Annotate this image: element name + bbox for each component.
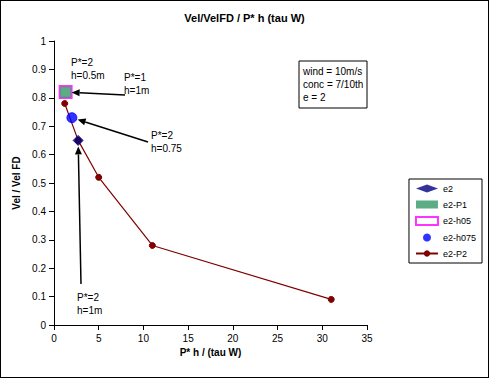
svg-text:h=0.5m: h=0.5m [71,70,105,81]
svg-text:10: 10 [138,333,150,344]
svg-text:25: 25 [272,333,284,344]
svg-text:wind = 10m/s: wind = 10m/s [302,66,362,77]
svg-text:Vel / Vel FD: Vel / Vel FD [11,156,22,209]
svg-text:P*=2: P*=2 [151,130,173,141]
svg-text:20: 20 [227,333,239,344]
svg-text:1: 1 [40,36,46,47]
svg-text:0.7: 0.7 [32,121,46,132]
svg-text:P* h / (tau W): P* h / (tau W) [180,347,242,358]
svg-text:e2-h05: e2-h05 [443,216,471,226]
svg-text:conc = 7/10th: conc = 7/10th [303,79,363,90]
svg-text:e2-P2: e2-P2 [443,249,467,259]
svg-text:P*=2: P*=2 [71,57,93,68]
svg-text:0.3: 0.3 [32,234,46,245]
svg-text:15: 15 [183,333,195,344]
svg-text:35: 35 [361,333,373,344]
svg-text:0.1: 0.1 [32,291,46,302]
svg-text:0: 0 [40,320,46,331]
svg-text:e2-h075: e2-h075 [443,233,476,243]
svg-text:0.8: 0.8 [32,92,46,103]
svg-text:0.6: 0.6 [32,149,46,160]
svg-text:30: 30 [317,333,329,344]
svg-text:e2: e2 [443,184,453,194]
svg-text:0.4: 0.4 [32,206,46,217]
svg-text:h=1m: h=1m [77,305,102,316]
svg-text:h=0.75: h=0.75 [151,143,182,154]
svg-text:P*=2: P*=2 [77,292,99,303]
svg-text:0.5: 0.5 [32,178,46,189]
svg-text:0.9: 0.9 [32,64,46,75]
svg-text:0: 0 [51,333,57,344]
svg-text:0.2: 0.2 [32,263,46,274]
svg-text:P*=1: P*=1 [124,72,146,83]
svg-text:h=1m: h=1m [124,85,149,96]
svg-text:e2-P1: e2-P1 [443,200,467,210]
svg-text:5: 5 [96,333,102,344]
svg-text:Vel/VelFD / P* h (tau W): Vel/VelFD / P* h (tau W) [184,12,305,24]
svg-text:e = 2: e = 2 [303,92,326,103]
